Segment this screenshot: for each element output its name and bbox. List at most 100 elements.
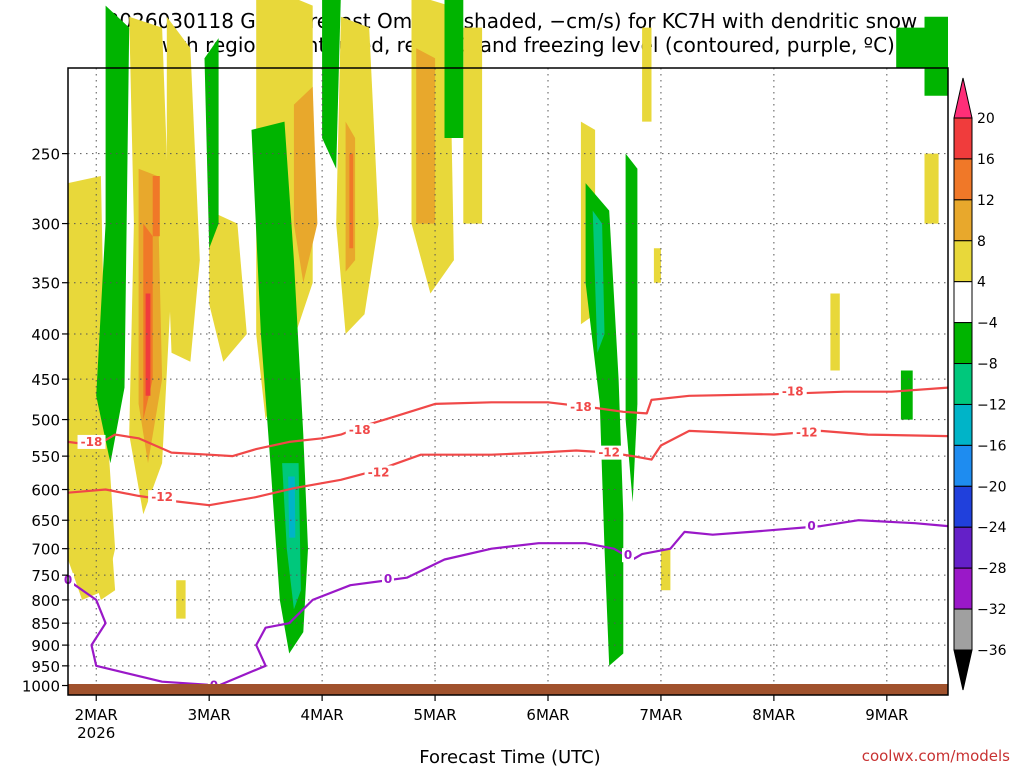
contour-label-m18-0: -18 [81,435,103,449]
omega-region-m4tom8-26 [96,5,130,464]
colorbar-label-12: −32 [977,602,1007,618]
y-tick-label-250: 250 [31,146,60,164]
colorbar-label-3: 8 [977,234,986,250]
omega-region-m4tom8-33 [585,183,624,666]
x-tick-year-label: 2026 [77,724,115,742]
omega-region-m4tom8-36 [896,27,925,69]
colorbar-segment-12 [953,608,973,651]
y-axis: 250 300 350 400 450 500 550 600 650 700 750 800 850 9… [22,146,68,696]
omega-region-4to8-16 [463,27,483,224]
colorbar-segment-9 [953,485,973,528]
colorbar-segment-4 [953,281,973,324]
contour-line-0 [67,519,949,687]
contour-label-bg-0-3 [622,548,634,563]
colorbar-segment-7 [953,403,973,446]
colorbar-label-7: −12 [977,397,1007,413]
contour-label-bg-m18-3 [778,384,807,399]
plot-frame [67,67,949,696]
colorbar-top-arrow [953,77,973,119]
y-tick-label-550: 550 [31,448,60,466]
omega-region-8to12-10 [293,86,318,283]
colorbar-segment-8 [953,444,973,487]
omega-region-4to8-22 [91,520,116,600]
y-tick-label-300: 300 [31,216,60,234]
x-tick-label-2mar: 2MAR [75,706,118,724]
colorbar-label-10: −24 [977,520,1007,536]
contour-label-m12-2: -12 [598,446,620,460]
colorbar-segment-0 [953,117,973,160]
contour-label-0-3: 0 [624,548,632,562]
omega-region-4to8-25 [660,548,671,591]
omega-region-m4tom8-35 [625,153,638,503]
y-tick-label-800: 800 [31,592,60,610]
omega-region-4to8-19 [653,248,661,283]
colorbar-label-0: 20 [977,111,995,127]
omega-region-16to20-4 [145,293,151,396]
y-tick-label-350: 350 [31,275,60,293]
contour-label-bg-0-4 [805,519,818,534]
colorbar-label-2: 12 [977,193,995,209]
omega-shading [68,0,948,666]
y-tick-label-700: 700 [31,541,60,559]
y-tick-label-500: 500 [31,412,60,430]
omega-region-8to12-15 [416,48,436,224]
contour-label-bg-m18-2 [566,400,595,415]
y-tick-label-900: 900 [31,637,60,655]
contour-label-bg-m18-0 [77,434,106,449]
grid-lines [68,68,948,695]
contour-label-m12-3: -12 [796,425,818,439]
omega-region-4to8-6 [166,16,200,362]
colorbar-label-11: −28 [977,561,1007,577]
y-tick-label-650: 650 [31,512,60,530]
x-tick-label-6mar: 6MAR [526,706,569,724]
y-tick-label-950: 950 [31,658,60,676]
colorbar-segment-5 [953,322,973,365]
omega-region-4to8-0 [68,176,116,600]
omega-region-m4tom8-32 [444,0,464,138]
omega-region-12to16-13 [349,153,354,249]
colorbar-segment-6 [953,363,973,405]
colorbar-label-8: −16 [977,438,1007,454]
colorbar-label-4: 4 [977,275,986,291]
contour-line-m12 [67,429,949,507]
contour-label-bg-m12-2 [595,445,624,460]
contour-label-m12-0: -12 [151,490,173,504]
contour-label-0-4: 0 [807,519,815,533]
omega-region-m12tom16-30 [288,476,296,538]
credit-label: coolwx.com/models [862,747,1010,765]
omega-region-4to8-18 [642,27,652,122]
colorbar-label-9: −20 [977,479,1007,495]
x-tick-label-4mar: 4MAR [301,706,344,724]
terrain-strip [68,684,948,695]
x-tick-label-3mar: 3MAR [188,706,231,724]
contour-label-bg-m12-1 [364,465,393,480]
colorbar-bottom-arrow [953,649,973,691]
x-axis-label: Forecast Time (UTC) [419,747,600,768]
y-tick-label-450: 450 [31,371,60,389]
contour-label-bg-m18-1 [345,423,374,438]
colorbar-label-13: −36 [977,643,1007,659]
colorbar-label-1: 16 [977,152,995,168]
colorbar-segment-2 [953,199,973,242]
y-tick-label-400: 400 [31,326,60,344]
contour-label-m18-3: -18 [782,385,804,399]
omega-region-4to8-7 [209,210,247,362]
contour-label-m18-1: -18 [349,423,371,437]
colorbar-label-5: −4 [977,316,998,332]
chart-title-line-1: 2026030118 GFS Forecast Omega (shaded, −… [107,9,918,33]
x-tick-label-7mar: 7MAR [639,706,682,724]
plot-area: -18-18-18-18-12-12-12-1200000 [62,0,949,696]
y-tick-label-1000: 1000 [22,678,60,696]
plot-background [68,68,948,695]
y-tick-label-600: 600 [31,482,60,500]
omega-region-4to8-20 [830,293,840,371]
omega-region-m8tom12-34 [592,210,605,353]
contour-label-bg-m12-0 [148,490,177,505]
contour-label-0-2: 0 [384,572,392,586]
contour-label-bg-m12-3 [792,425,821,440]
contour-label-bg-0-2 [382,572,394,587]
colorbar-segment-11 [953,567,973,610]
omega-region-m4tom8-38 [924,16,948,96]
